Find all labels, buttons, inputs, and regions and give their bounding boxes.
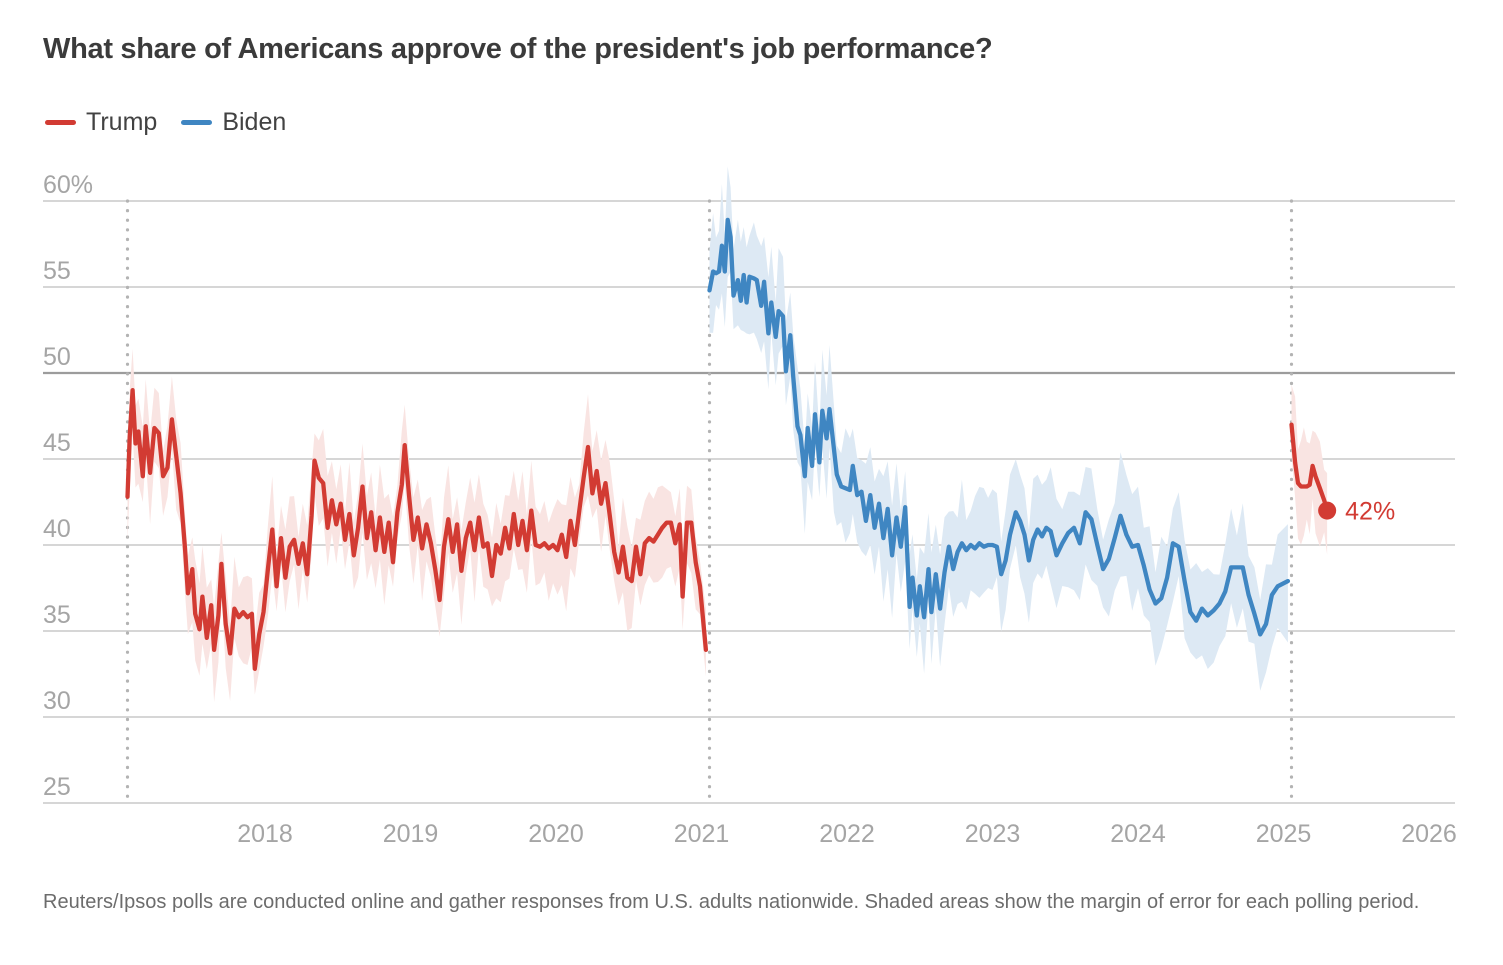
y-tick-label: 40 (43, 515, 71, 543)
legend-item-trump: Trump (45, 108, 157, 137)
x-tick-label: 2022 (819, 820, 875, 848)
y-tick-label: 55 (43, 257, 71, 285)
legend-label-biden: Biden (222, 108, 287, 136)
x-tick-label: 2026 (1401, 820, 1457, 848)
trump-second-series-line (1289, 422, 1330, 513)
chart-legend: Trump Biden (45, 108, 286, 137)
legend-item-biden: Biden (181, 108, 286, 137)
trump-second-series: 42% (1289, 384, 1395, 555)
chart-footnote: Reuters/Ipsos polls are conducted online… (43, 891, 1420, 913)
y-tick-label: 50 (43, 343, 71, 371)
x-tick-label: 2023 (965, 820, 1021, 848)
x-tick-label: 2024 (1110, 820, 1166, 848)
chart-svg: 60% 55 50 45 40 35 30 25 2018 2019 2020 2021 2022 202… (43, 166, 1457, 848)
y-tick-label: 35 (43, 601, 71, 629)
biden-line-swatch (181, 120, 213, 125)
trump-first-series (125, 348, 709, 703)
latest-value-label: 42% (1345, 498, 1395, 526)
trump-first-series-line (125, 388, 709, 671)
y-axis-labels: 60% 55 50 45 40 35 30 25 (43, 171, 93, 801)
y-tick-label: 45 (43, 429, 71, 457)
legend-label-trump: Trump (86, 108, 158, 136)
biden-only-series-line (707, 217, 1291, 637)
x-tick-label: 2019 (383, 820, 439, 848)
biden-only-series (707, 166, 1291, 691)
latest-value-dot (1318, 501, 1337, 520)
trump-second-series-band (1291, 384, 1328, 555)
x-tick-label: 2021 (674, 820, 730, 848)
x-tick-label: 2025 (1256, 820, 1312, 848)
x-tick-label: 2020 (528, 820, 584, 848)
y-tick-label: 60% (43, 171, 93, 199)
x-axis-labels: 2018 2019 2020 2021 2022 2023 2024 2025 2026 (237, 820, 1457, 848)
trump-line-swatch (45, 120, 76, 125)
x-tick-label: 2018 (237, 820, 293, 848)
approval-line-chart: 60% 55 50 45 40 35 30 25 2018 2019 2020 2021 2022 202… (0, 160, 1503, 865)
chart-title: What share of Americans approve of the p… (43, 33, 993, 65)
y-tick-label: 25 (43, 773, 71, 801)
y-tick-label: 30 (43, 687, 71, 715)
